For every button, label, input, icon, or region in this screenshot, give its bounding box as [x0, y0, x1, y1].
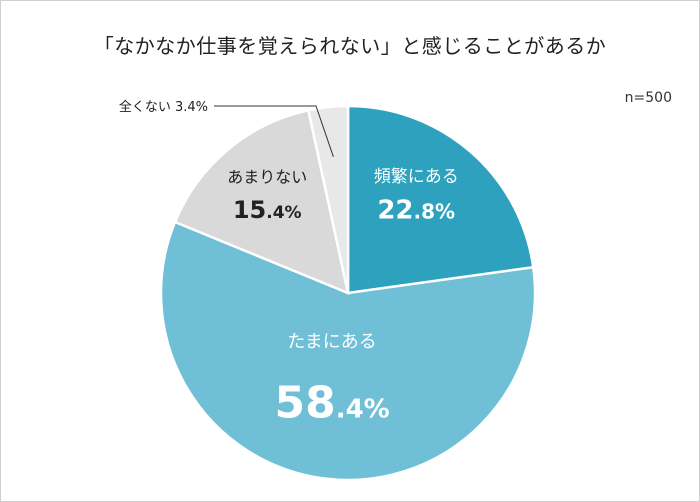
- pie-slice-3: [306, 104, 350, 294]
- chart-title: 「なかなか仕事を覚えられない」と感じることがあるか: [93, 34, 607, 58]
- slice-label-2: あまりない: [227, 168, 307, 187]
- pie-slice-0: [346, 104, 535, 295]
- slice-value-1: 58.4%: [274, 377, 389, 428]
- callout-leader-line: [214, 105, 334, 157]
- pie-slice-1: [159, 220, 537, 482]
- slice-label-0: 頻繁にある: [374, 167, 459, 187]
- sample-size-label: n=500: [624, 90, 672, 106]
- slice-label-3: 全くない 3.4%: [119, 99, 208, 115]
- slice-value-2: 15.4%: [233, 196, 302, 224]
- slice-value-0: 22.8%: [377, 195, 455, 225]
- pie-slice-2: [173, 108, 350, 296]
- slice-label-1: たまにある: [287, 331, 376, 352]
